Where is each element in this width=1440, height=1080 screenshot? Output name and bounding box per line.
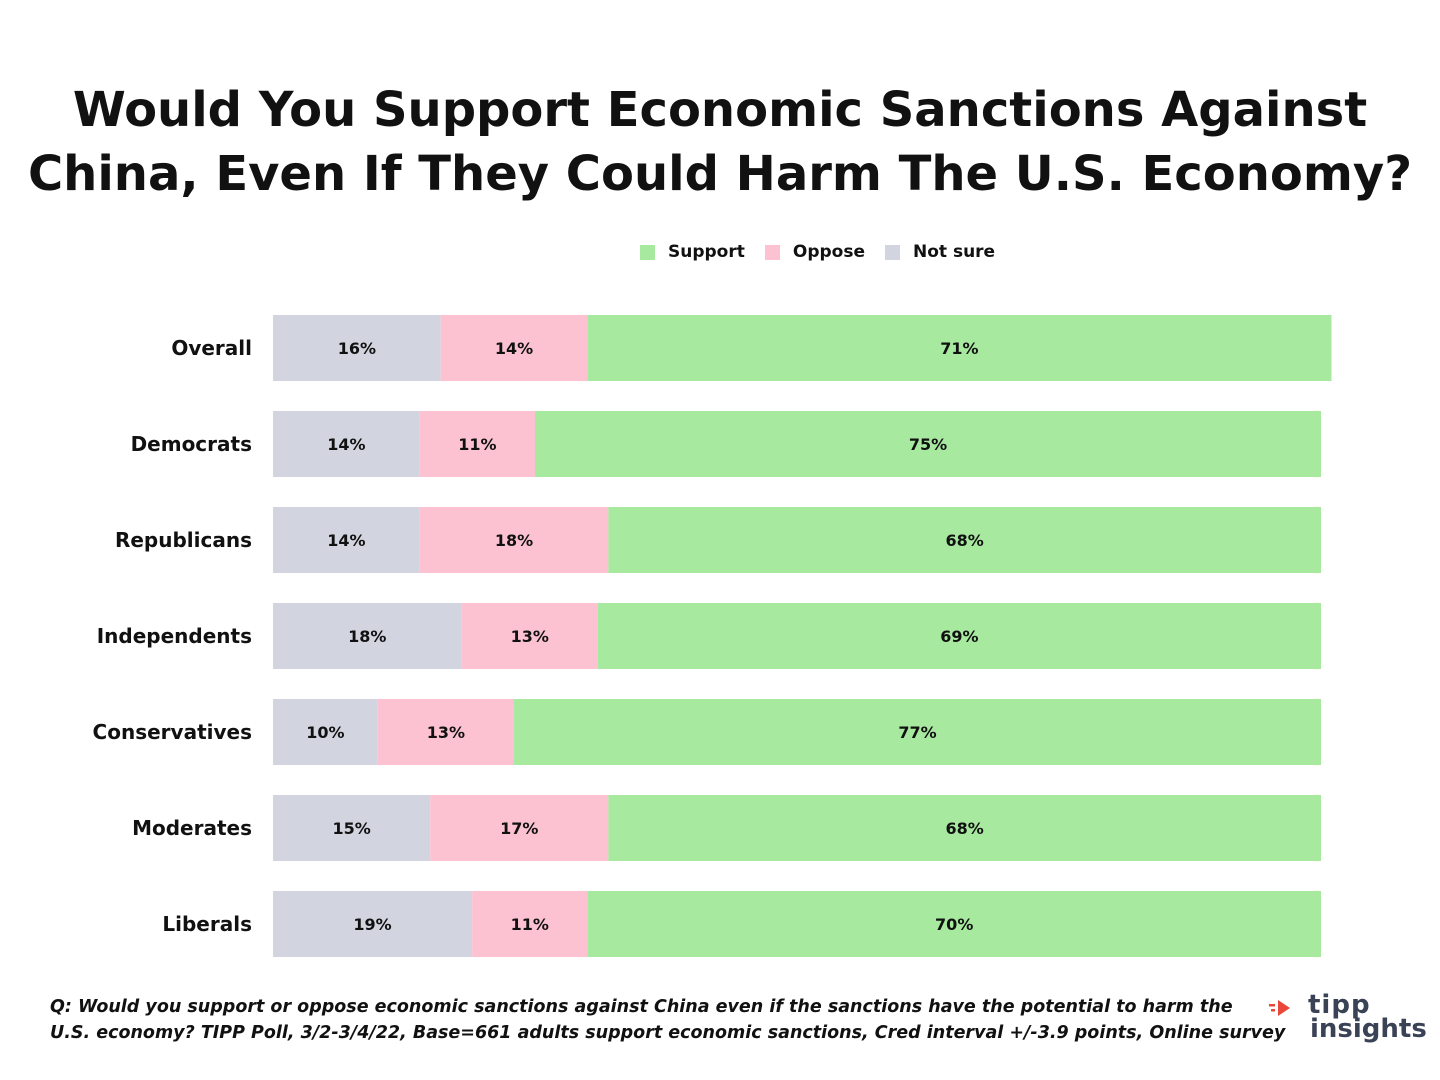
- data-label-moderates-oppose: 17%: [500, 819, 538, 838]
- bar-segment-republicans-oppose: [419, 507, 609, 573]
- bar-segment-conservatives-oppose: [377, 699, 515, 765]
- category-label-liberals: Liberals: [162, 912, 252, 936]
- bar-segment-democrats-support: [535, 411, 1321, 477]
- footnote-line-1: Q: Would you support or oppose economic …: [50, 997, 1233, 1017]
- legend-item-support: Support: [640, 242, 745, 262]
- chart-title-line-1: Would You Support Economic Sanctions Aga…: [72, 82, 1368, 138]
- bar-segment-overall-oppose: [440, 315, 588, 381]
- data-label-democrats-oppose: 11%: [458, 435, 496, 454]
- bar-segment-democrats-not-sure: [273, 411, 420, 477]
- data-label-conservatives-support: 77%: [898, 723, 936, 742]
- data-label-overall-oppose: 14%: [495, 339, 533, 358]
- chart-legend: Support Oppose Not sure: [640, 240, 1015, 264]
- legend-swatch-not-sure: [885, 244, 900, 260]
- legend-swatch-support: [640, 244, 655, 260]
- bar-segment-moderates-oppose: [430, 795, 609, 861]
- category-label-conservatives: Conservatives: [93, 720, 252, 744]
- category-label-democrats: Democrats: [131, 432, 252, 456]
- legend-swatch-oppose: [764, 244, 780, 260]
- logo-arrow-icon: [1269, 1000, 1290, 1016]
- data-label-republicans-not-sure: 14%: [327, 531, 365, 550]
- category-label-republicans: Republicans: [115, 528, 252, 552]
- data-label-liberals-oppose: 11%: [511, 915, 549, 934]
- category-label-independents: Independents: [97, 624, 252, 648]
- logo-text-tipp: tipp: [1308, 990, 1371, 1020]
- data-label-republicans-oppose: 18%: [495, 531, 533, 550]
- data-label-republicans-support: 68%: [946, 531, 984, 550]
- bar-segment-republicans-not-sure: [273, 507, 420, 573]
- footnote: Q: Would you support or oppose economic …: [50, 994, 1286, 1046]
- legend-label-support: Support: [668, 242, 745, 262]
- data-label-moderates-not-sure: 15%: [332, 819, 370, 838]
- data-label-independents-support: 69%: [940, 627, 978, 646]
- bar-segment-republicans-support: [608, 507, 1321, 573]
- data-label-moderates-support: 68%: [946, 819, 984, 838]
- bar-segment-conservatives-not-sure: [273, 699, 378, 765]
- bar-segment-liberals-oppose: [472, 891, 588, 957]
- bar-segment-moderates-not-sure: [273, 795, 431, 861]
- bar-segment-liberals-support: [587, 891, 1321, 957]
- legend-item-oppose: Oppose: [764, 242, 865, 262]
- bar-segment-independents-support: [597, 603, 1321, 669]
- data-label-liberals-not-sure: 19%: [353, 915, 391, 934]
- category-label-overall: Overall: [171, 336, 252, 360]
- bar-segment-conservatives-support: [514, 699, 1321, 765]
- data-label-democrats-support: 75%: [909, 435, 947, 454]
- data-label-overall-not-sure: 16%: [338, 339, 376, 358]
- legend-item-not-sure: Not sure: [885, 242, 995, 262]
- legend-label-oppose: Oppose: [792, 242, 865, 262]
- data-label-overall-support: 71%: [940, 339, 978, 358]
- bar-segment-overall-not-sure: [273, 315, 441, 381]
- bar-segment-independents-oppose: [461, 603, 598, 669]
- bar-segment-moderates-support: [608, 795, 1321, 861]
- category-label-moderates: Moderates: [132, 816, 252, 840]
- bar-segment-overall-support: [587, 315, 1332, 381]
- bar-segment-democrats-oppose: [419, 411, 535, 477]
- chart-title: Would You Support Economic Sanctions Aga…: [0, 78, 1440, 206]
- footnote-line-2: U.S. economy? TIPP Poll, 3/2-3/4/22, Bas…: [50, 1023, 1286, 1043]
- data-label-independents-not-sure: 18%: [348, 627, 386, 646]
- data-label-independents-oppose: 13%: [511, 627, 549, 646]
- data-label-liberals-support: 70%: [935, 915, 973, 934]
- tipp-insights-logo: tipp insights: [1268, 990, 1428, 1050]
- logo-text-insights: insights: [1310, 1014, 1427, 1044]
- bar-segment-liberals-not-sure: [273, 891, 473, 957]
- data-label-democrats-not-sure: 14%: [327, 435, 365, 454]
- legend-label-not-sure: Not sure: [913, 242, 996, 262]
- bar-segment-independents-not-sure: [273, 603, 462, 669]
- data-label-conservatives-oppose: 13%: [427, 723, 465, 742]
- data-label-conservatives-not-sure: 10%: [306, 723, 344, 742]
- chart-title-line-2: China, Even If They Could Harm The U.S. …: [27, 146, 1413, 202]
